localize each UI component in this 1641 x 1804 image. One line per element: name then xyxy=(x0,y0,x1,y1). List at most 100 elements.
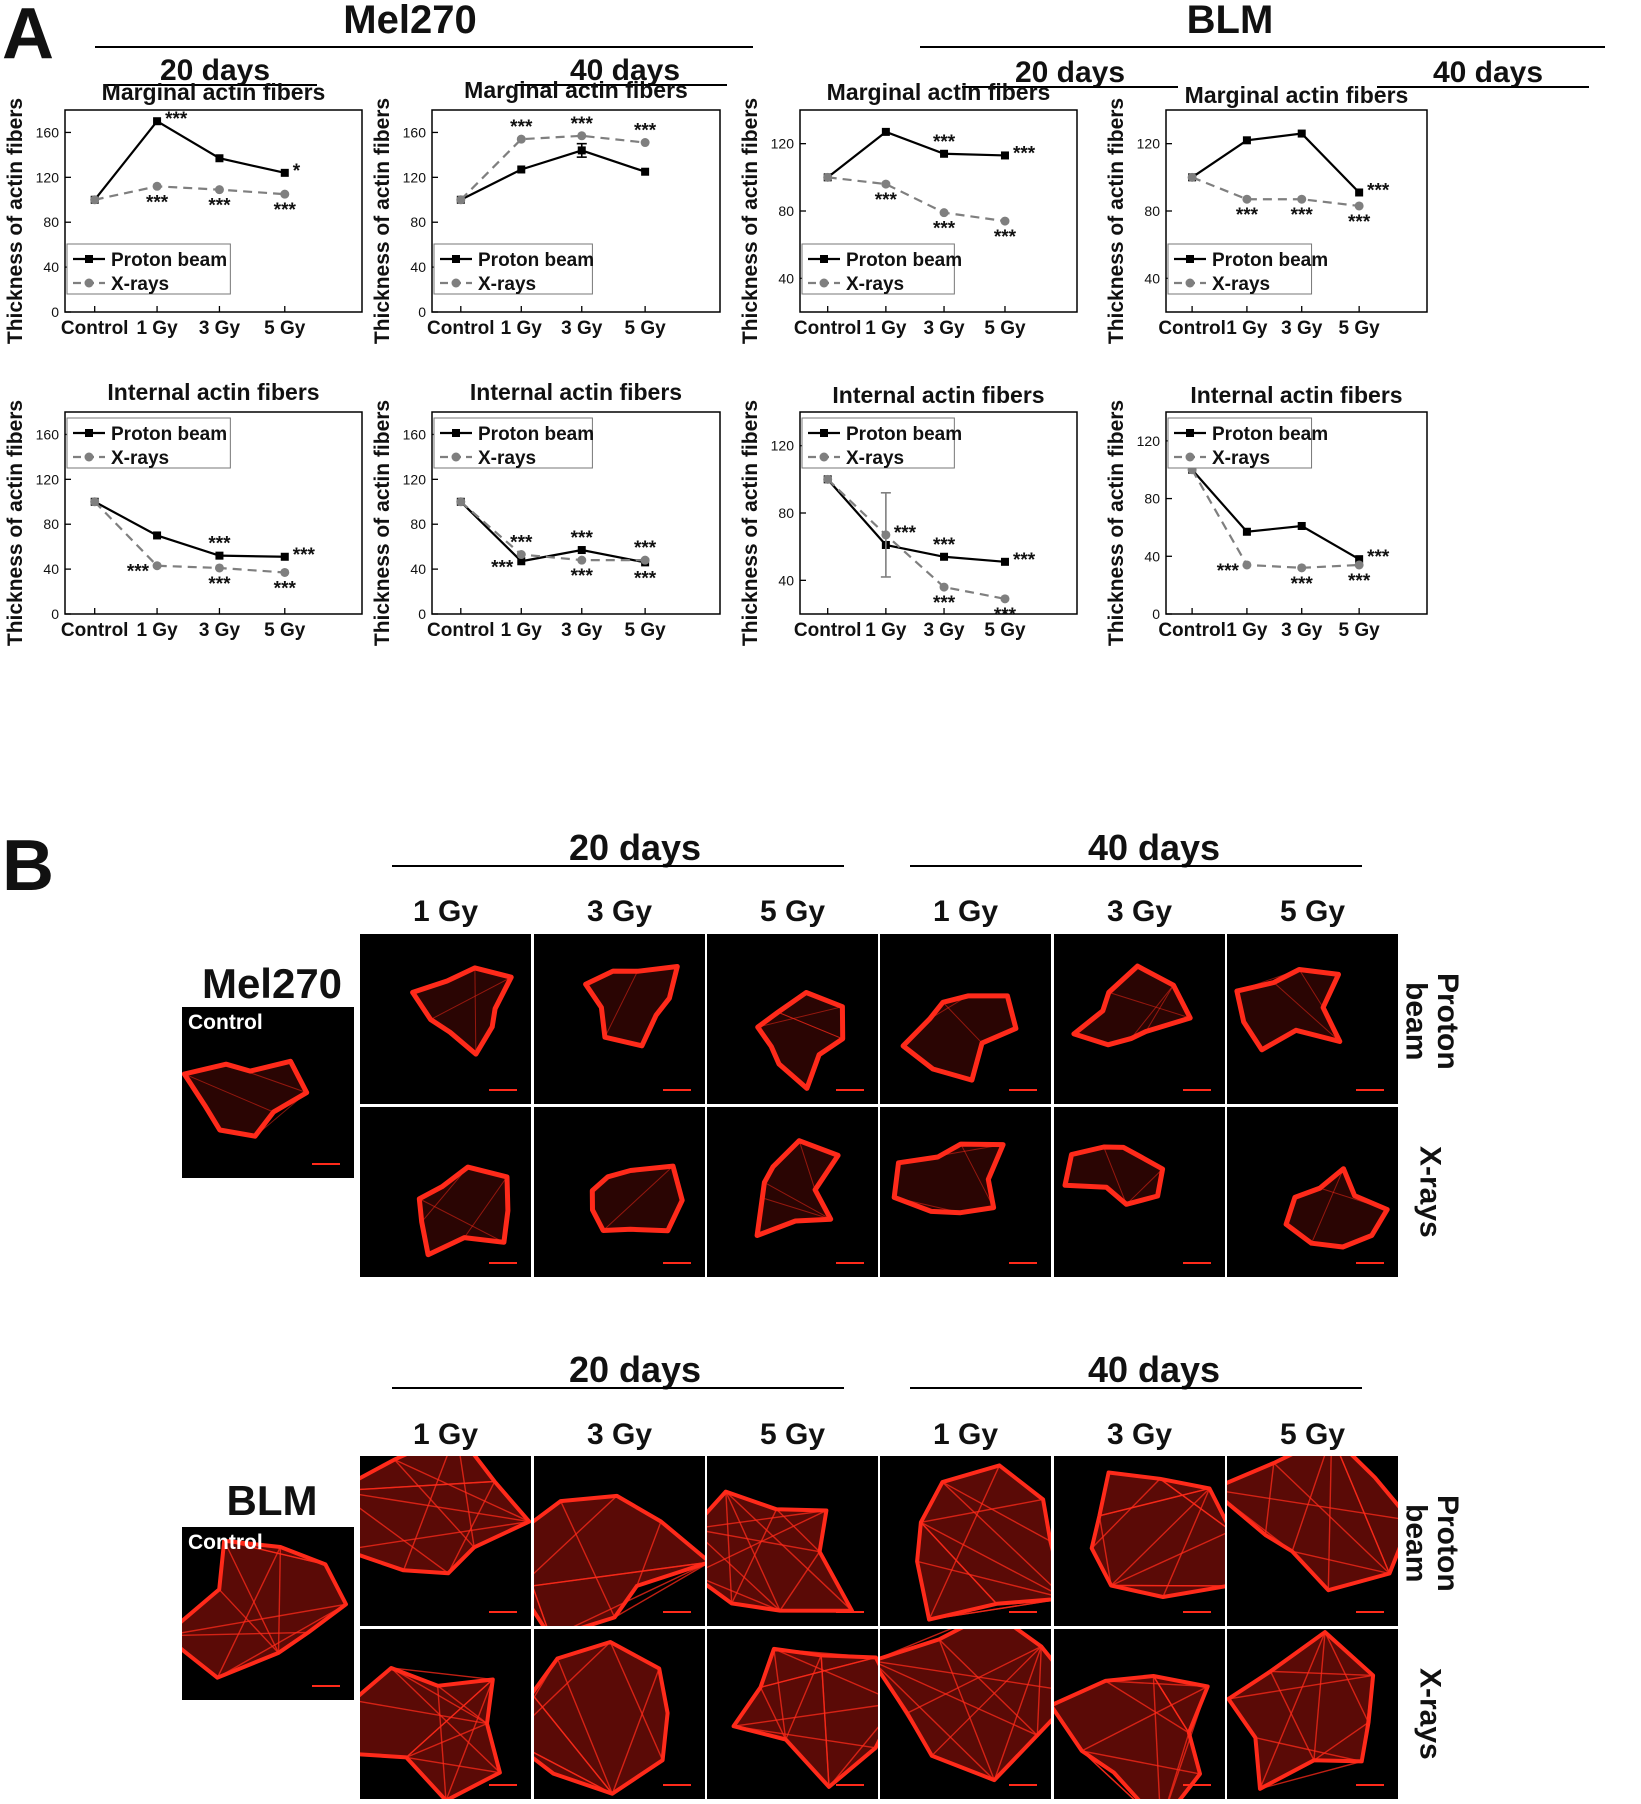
x-tick-label: Control xyxy=(61,620,129,641)
micrograph-tile xyxy=(360,1629,531,1799)
stained-cell xyxy=(1283,1166,1390,1264)
data-point xyxy=(1187,172,1197,182)
duration-rule xyxy=(910,1387,1362,1389)
x-tick-label: 1 Gy xyxy=(865,620,907,641)
significance-label: *** xyxy=(208,196,231,217)
y-axis-label: Thickness of actin fibers xyxy=(739,98,762,344)
stained-cell xyxy=(1054,1674,1211,1799)
y-tick-label: 120 xyxy=(36,169,60,185)
chart-title: Internal actin fibers xyxy=(470,379,682,405)
data-point xyxy=(577,555,587,565)
line-charts: Marginal actin fibers Thickness of actin … xyxy=(4,77,1428,646)
stained-cell xyxy=(754,1138,864,1264)
plot-frame xyxy=(1165,411,1428,615)
micrograph-tile xyxy=(534,1629,705,1799)
chart-1: Marginal actin fibers Thickness of actin … xyxy=(371,77,721,344)
y-axis-label: Thickness of actin fibers xyxy=(739,400,762,646)
y-tick-label: 120 xyxy=(403,471,427,487)
legend-marker xyxy=(819,278,829,288)
series-line xyxy=(1191,132,1360,194)
legend-box xyxy=(66,417,231,469)
duration-rule xyxy=(105,84,317,86)
significance-label: *** xyxy=(1291,205,1314,226)
duration-label: 40 days xyxy=(569,54,681,87)
micrograph-tile xyxy=(1227,1107,1398,1277)
chart-6: Internal actin fibers Thickness of actin … xyxy=(739,382,1078,646)
legend-marker xyxy=(820,429,828,437)
duration-label: 20 days xyxy=(1014,56,1126,89)
duration-label: 40 days xyxy=(1087,827,1221,868)
significance-label: *** xyxy=(1367,180,1390,201)
x-tick-label: 5 Gy xyxy=(625,620,667,641)
stained-cell xyxy=(731,1646,878,1789)
chart-3: Marginal actin fibers Thickness of actin … xyxy=(1105,82,1428,344)
micrograph-tile xyxy=(880,934,1051,1104)
legend-label: X-rays xyxy=(846,274,904,295)
y-tick-label: 0 xyxy=(418,304,426,320)
stained-cell xyxy=(360,1456,531,1613)
series-line xyxy=(1191,468,1360,561)
stained-cell xyxy=(589,1163,691,1264)
legend-label: Proton beam xyxy=(846,250,962,271)
data-point xyxy=(517,165,526,174)
plot-frame xyxy=(64,109,363,313)
micrograph-tile xyxy=(1227,1456,1398,1626)
stained-cell xyxy=(416,1164,517,1264)
dose-label: 1 Gy xyxy=(412,1418,479,1451)
legend-marker xyxy=(819,452,829,462)
legend-box xyxy=(433,243,593,295)
stained-cell xyxy=(915,1463,1051,1622)
duration-label: 20 days xyxy=(568,827,702,868)
duration-rule xyxy=(392,1387,844,1389)
cell-line-label: Mel270 xyxy=(201,960,343,1007)
y-tick-label: 40 xyxy=(1144,548,1160,564)
significance-label: *** xyxy=(1367,547,1390,568)
x-tick-label: 3 Gy xyxy=(1281,620,1323,641)
legend-marker xyxy=(452,255,460,263)
stained-cell xyxy=(1089,1470,1225,1613)
group-rule-mel270 xyxy=(95,46,753,48)
legend-marker xyxy=(84,452,94,462)
x-tick-label: Control xyxy=(427,318,495,339)
row-label-proton: Proton beam xyxy=(1399,1494,1465,1592)
x-tick-label: Control xyxy=(427,620,495,641)
series-line xyxy=(1191,469,1360,569)
data-point xyxy=(456,195,466,205)
significance-label: * xyxy=(293,161,301,182)
x-tick-label: 5 Gy xyxy=(264,620,306,641)
duration-rule xyxy=(1377,86,1589,88)
y-tick-label: 40 xyxy=(778,572,794,588)
data-point xyxy=(1297,194,1307,204)
y-tick-label: 40 xyxy=(43,561,59,577)
legend: Proton beam X-rays xyxy=(801,243,962,295)
legend-marker xyxy=(451,278,461,288)
stained-cell xyxy=(182,1058,340,1165)
micrograph-tile xyxy=(880,1629,1051,1799)
x-tick-label: 1 Gy xyxy=(1226,620,1268,641)
legend-marker xyxy=(85,255,93,263)
y-tick-label: 160 xyxy=(403,124,427,140)
legend-label: Proton beam xyxy=(478,424,594,445)
significance-label: *** xyxy=(1013,550,1036,571)
x-tick-label: 3 Gy xyxy=(199,620,241,641)
y-tick-label: 80 xyxy=(778,203,794,219)
y-tick-label: 80 xyxy=(410,214,426,230)
y-tick-label: 40 xyxy=(410,561,426,577)
data-point xyxy=(517,557,526,566)
x-tick-label: 5 Gy xyxy=(1339,620,1381,641)
x-tick-label: 3 Gy xyxy=(1281,318,1323,339)
x-tick-label: 1 Gy xyxy=(136,318,178,339)
data-point xyxy=(939,582,949,592)
significance-label: *** xyxy=(274,200,297,221)
data-point xyxy=(939,208,949,218)
significance-label: *** xyxy=(1348,571,1371,592)
panel-b-letter: B xyxy=(2,826,54,906)
data-point xyxy=(577,131,587,141)
significance-label: *** xyxy=(1236,205,1259,226)
data-point xyxy=(940,552,949,561)
x-tick-label: 3 Gy xyxy=(561,318,603,339)
series-line xyxy=(826,478,1006,600)
micrograph-tile xyxy=(707,1456,878,1626)
data-point xyxy=(214,563,224,573)
x-tick-label: 5 Gy xyxy=(625,318,667,339)
